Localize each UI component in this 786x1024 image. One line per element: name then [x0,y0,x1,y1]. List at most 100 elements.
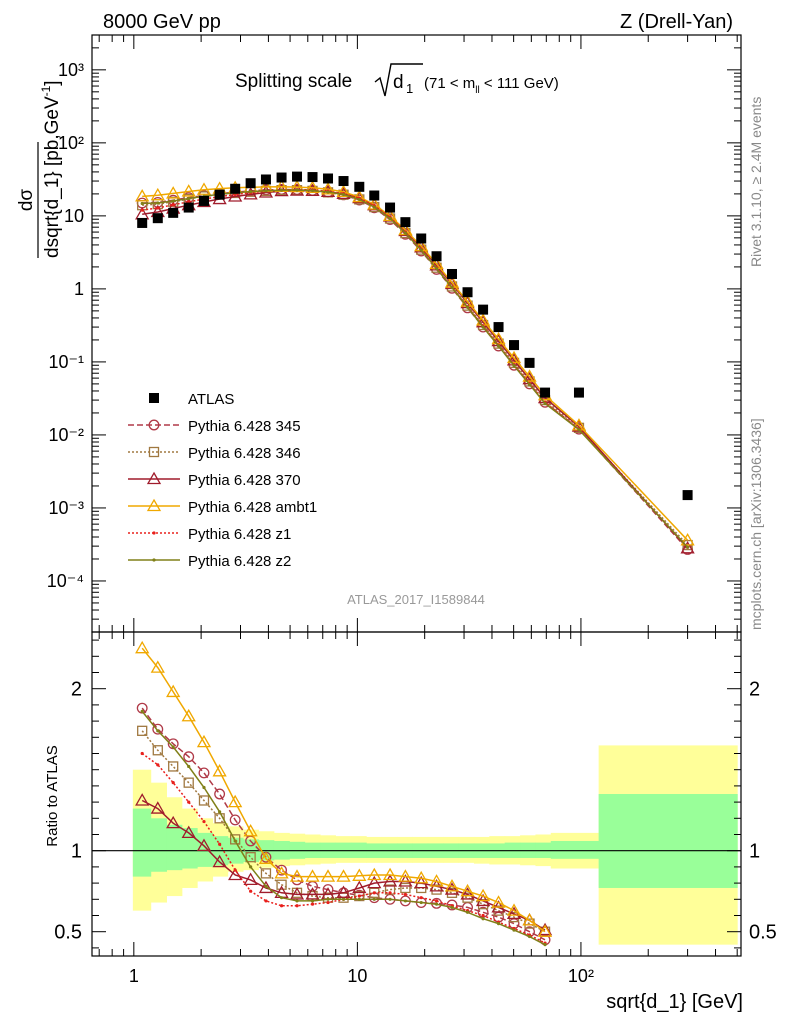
legend-label: ATLAS [188,391,234,408]
legend-entry: Pythia 6.428 346 [128,445,301,462]
series-line [142,189,689,548]
data-point [202,785,206,790]
data-point [680,533,695,546]
y-tick-label: 10³ [58,60,84,80]
main-panel: 10⁻⁴ 10⁻³ 10⁻² 10⁻¹ 1 10 10² 10³ [47,34,742,633]
data-point [149,393,159,403]
data-point [229,814,241,826]
legend-entry: Pythia 6.428 370 [128,471,301,489]
data-point [512,364,516,368]
data-point [152,745,163,756]
y-tick-label: 10⁻⁴ [47,571,84,591]
data-point [357,197,361,202]
title-sqrt-symbol: d 1 [374,63,423,97]
data-point [276,864,288,876]
data-point [156,729,160,733]
legend-entry: Pythia 6.428 z2 [128,553,291,570]
data-point [264,884,268,888]
data-point [212,764,227,777]
data-point [462,287,473,298]
data-point [214,788,226,800]
data-point [140,208,144,212]
data-point [305,887,320,900]
data-point [181,184,196,197]
data-point [573,387,584,398]
data-point [196,182,212,195]
data-point [228,867,243,881]
legend-label: Pythia 6.428 346 [188,445,301,462]
data-point [243,187,258,200]
band-inner-bin [132,808,152,877]
data-point [295,188,299,192]
data-point [148,446,160,458]
data-point [152,558,156,562]
data-point [140,751,144,756]
data-point [214,813,225,824]
data-point [279,188,284,192]
ylabel-denominator-text: dsqrt{d_1} [pb,GeV [42,96,63,258]
data-point [150,801,165,814]
data-point [357,894,361,898]
data-point [446,268,457,279]
data-point [181,825,196,839]
y-tick-label: 10 [64,206,84,226]
series-pythia-6-428-ambt1 [135,179,695,546]
data-point [478,304,489,315]
data-point [527,934,532,939]
data-point [400,882,411,894]
band-inner-bin [181,828,198,869]
series-pythia-6-428-z2 [140,709,547,947]
data-point [137,725,148,736]
ylabel-sup: -1 [39,85,53,96]
data-point [276,879,287,890]
data-point [685,545,690,549]
title-cut-sub: ll [475,85,479,96]
data-point [320,869,336,882]
data-point [152,213,163,224]
data-point [434,899,439,903]
data-point [481,913,485,918]
legend-label: Pythia 6.428 ambt1 [188,499,317,516]
data-point [183,751,195,763]
data-point [481,917,485,921]
data-point [326,897,330,901]
y-tick-label: 10² [58,133,84,153]
data-point [228,794,243,808]
data-point [388,897,392,901]
data-point [446,887,458,898]
data-point [382,867,398,881]
data-point [506,350,522,364]
data-point [181,708,196,722]
data-point [682,490,693,501]
ratio-y-tick-label-left: 1 [71,841,82,863]
data-point [477,899,489,910]
data-point [524,357,535,368]
band-inner-bin [166,824,183,871]
data-point [419,896,423,900]
data-point [249,889,253,893]
data-point [243,872,258,886]
data-point [196,838,212,851]
data-point [289,887,305,900]
ratio-y-tick-label-right: 2 [749,679,760,701]
band-inner-bin [550,840,600,859]
legend-entry: Pythia 6.428 z1 [128,526,291,543]
data-point [493,322,504,333]
data-point [352,880,367,894]
data-point [230,183,241,194]
data-point [171,781,175,785]
data-point [416,233,427,244]
data-point [522,913,537,926]
data-point [509,340,520,351]
data-point [336,885,351,898]
data-point [196,734,212,748]
data-point [150,187,165,201]
data-point [543,943,547,947]
legend-entry: Pythia 6.428 ambt1 [128,498,317,516]
data-point [307,172,318,183]
data-point [450,905,454,910]
data-point [462,892,473,903]
data-point [403,899,408,903]
data-point [310,899,315,903]
data-point [338,176,349,187]
